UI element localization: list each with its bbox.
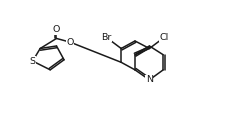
Text: S: S — [29, 57, 36, 66]
Text: O: O — [66, 38, 74, 47]
Text: O: O — [53, 25, 60, 34]
Text: Cl: Cl — [159, 33, 168, 42]
Text: N: N — [145, 75, 152, 84]
Text: Br: Br — [100, 33, 111, 42]
